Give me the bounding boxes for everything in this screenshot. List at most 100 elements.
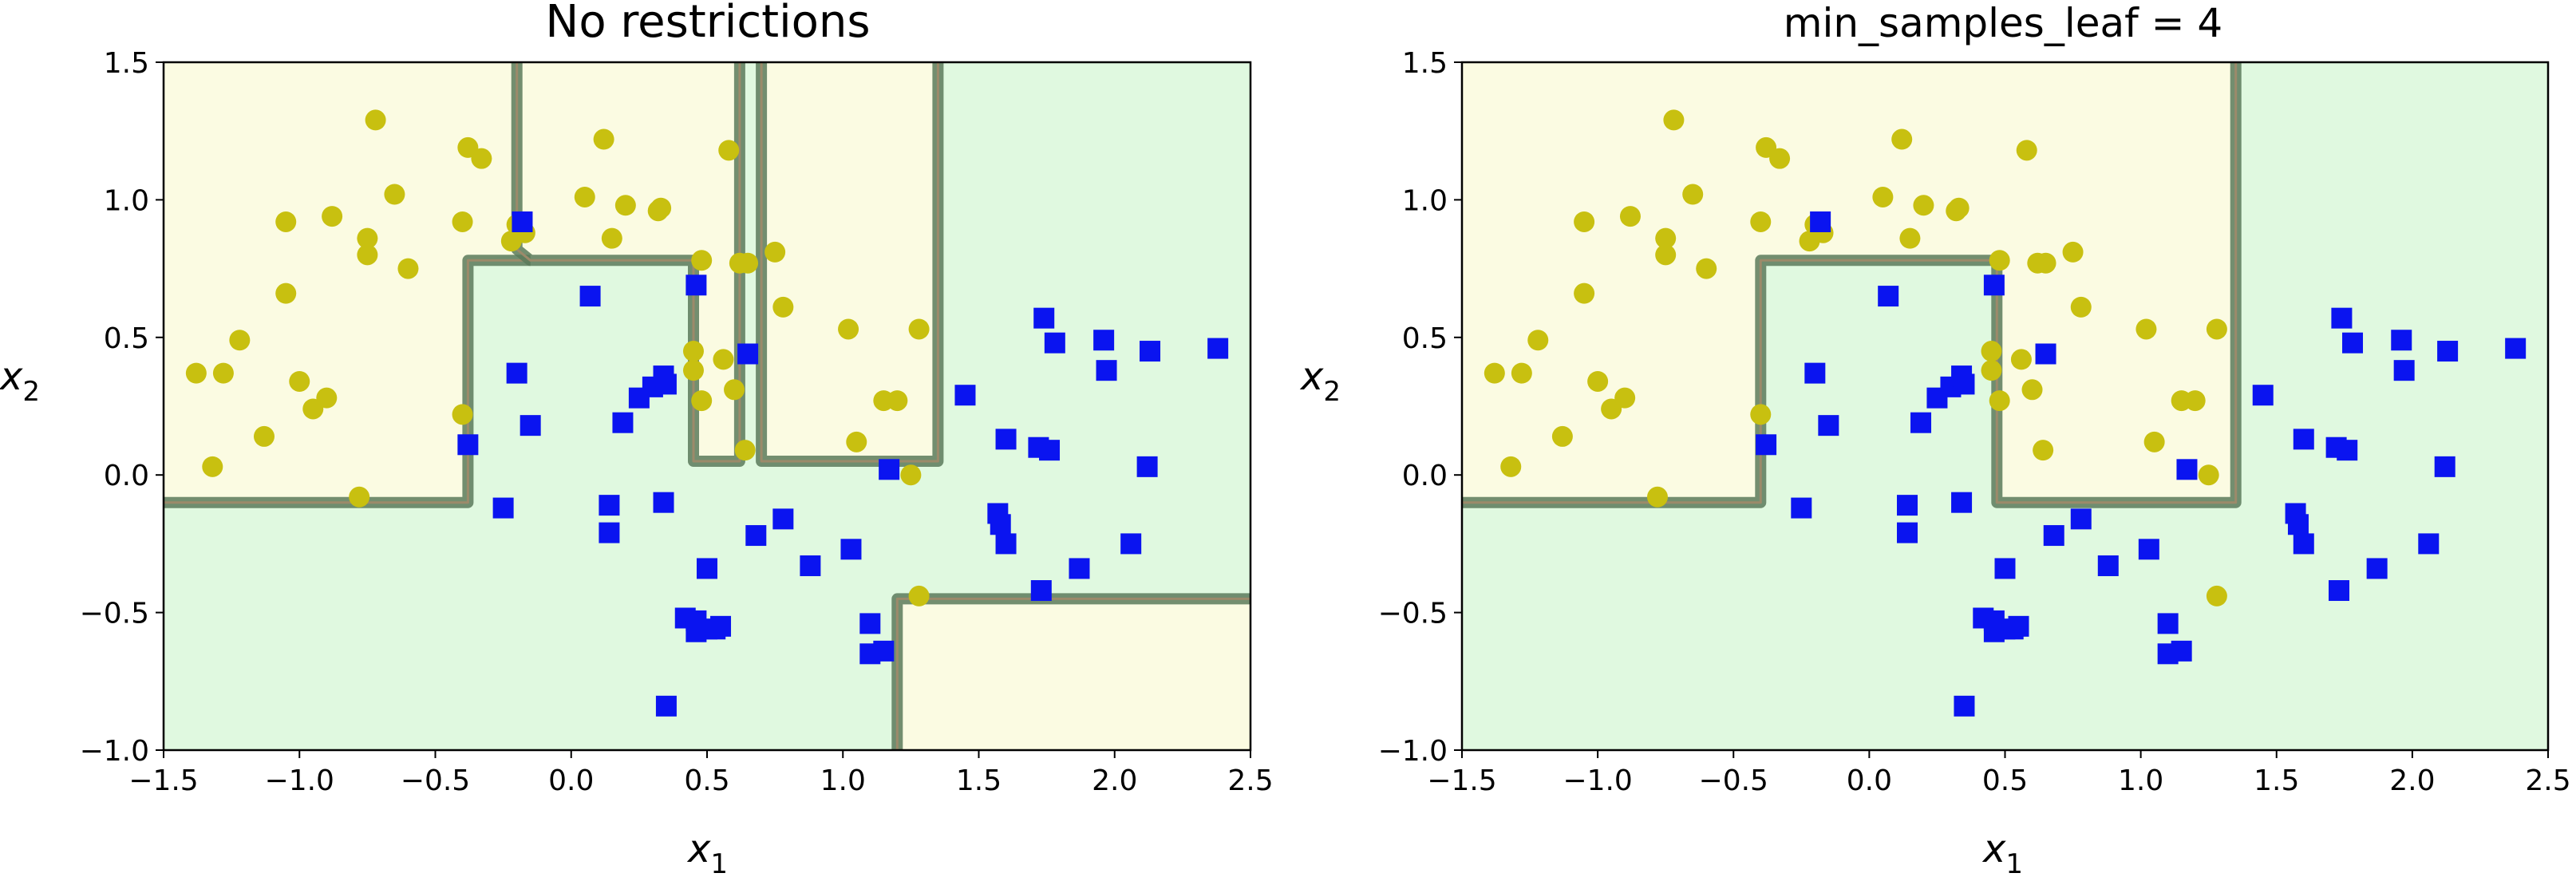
data-point-square: [772, 508, 794, 530]
x-tick-label: 2.5: [2525, 764, 2570, 797]
data-point-square: [1810, 211, 1831, 232]
data-point-square: [2437, 341, 2459, 362]
data-point-square: [2097, 555, 2119, 576]
data-point-square: [745, 525, 767, 547]
y-tick-label: 1.5: [1402, 47, 1448, 80]
decision-region: [516, 62, 740, 461]
data-point-square: [2287, 514, 2309, 535]
data-point-circle: [1484, 362, 1505, 384]
data-point-circle: [1655, 227, 1677, 249]
data-point-circle: [1899, 227, 1921, 249]
data-point-square: [995, 429, 1017, 450]
data-point-circle: [365, 109, 386, 131]
x-axis-label: x1: [686, 827, 728, 877]
y-tick-label: −0.5: [1378, 598, 1448, 630]
data-point-circle: [1574, 282, 1595, 304]
data-point-circle: [1769, 148, 1791, 169]
data-point-circle: [682, 360, 704, 381]
data-point-square: [1030, 580, 1052, 602]
data-point-square: [655, 373, 677, 395]
data-point-circle: [1750, 211, 1772, 232]
data-point-square: [2418, 533, 2440, 555]
data-point-circle: [2016, 140, 2037, 161]
data-point-square: [599, 522, 620, 543]
data-point-circle: [275, 282, 297, 304]
data-point-square: [685, 275, 707, 296]
y-tick-label: 0.5: [104, 322, 149, 355]
y-tick-label: −1.0: [80, 735, 149, 768]
x-tick-label: 0.5: [684, 764, 729, 797]
data-point-square: [2070, 508, 2092, 530]
plot-content: [164, 62, 1250, 750]
data-point-circle: [1511, 362, 1532, 384]
y-tick-label: 0.5: [1402, 322, 1448, 355]
data-point-square: [2138, 539, 2159, 560]
x-tick-label: 2.5: [1227, 764, 1273, 797]
data-point-circle: [275, 211, 297, 232]
data-point-square: [1878, 286, 1899, 307]
data-point-circle: [1619, 206, 1641, 227]
data-point-square: [653, 492, 674, 513]
data-point-square: [1804, 362, 1826, 384]
data-point-circle: [316, 387, 338, 409]
data-point-square: [859, 613, 881, 634]
plot-area: −1.5 −1.0 −0.5 0.0 0.5 1.0 1.5 2.0 2.51.51.00.50…: [1378, 47, 2571, 797]
data-point-square: [2391, 330, 2412, 351]
data-point-circle: [1989, 250, 2010, 271]
data-point-circle: [691, 390, 713, 412]
data-point-circle: [397, 258, 419, 279]
data-point-square: [2043, 525, 2064, 547]
data-point-square: [1069, 558, 1090, 579]
x-tick-label: −1.0: [1563, 764, 1632, 797]
data-point-square: [1951, 492, 1973, 513]
data-point-square: [954, 385, 976, 406]
data-point-square: [1983, 275, 2005, 296]
data-point-circle: [2143, 431, 2165, 452]
y-axis-label: x2: [1299, 354, 1341, 408]
data-point-circle: [384, 184, 405, 205]
data-point-circle: [650, 197, 672, 219]
data-point-square: [1136, 456, 1158, 477]
data-point-circle: [1750, 404, 1772, 425]
x-tick-label: 2.0: [1092, 764, 1137, 797]
data-point-circle: [1913, 195, 1934, 216]
x-tick-label: −1.0: [265, 764, 334, 797]
data-point-circle: [357, 244, 378, 266]
data-point-square: [800, 555, 821, 576]
data-point-circle: [734, 440, 756, 461]
data-point-square: [2434, 456, 2455, 477]
data-point-square: [2331, 307, 2353, 329]
data-point-circle: [1614, 387, 1636, 409]
data-point-circle: [253, 425, 275, 447]
data-point-square: [873, 640, 895, 662]
data-point-circle: [1696, 258, 1717, 279]
y-tick-label: 1.5: [104, 47, 149, 80]
data-point-circle: [452, 211, 473, 232]
data-point-square: [2505, 338, 2527, 359]
data-point-circle: [357, 227, 378, 249]
data-point-circle: [765, 241, 786, 263]
data-point-square: [520, 415, 541, 437]
data-point-circle: [289, 370, 310, 392]
decision-region: [164, 62, 517, 503]
chart-title: min_samples_leaf = 4: [1784, 0, 2223, 46]
data-point-circle: [838, 318, 859, 340]
data-point-square: [1954, 695, 1975, 717]
x-tick-label: −1.5: [128, 764, 198, 797]
y-tick-label: −0.5: [80, 598, 149, 630]
data-point-square: [737, 343, 759, 365]
data-point-square: [2366, 558, 2388, 579]
data-point-square: [655, 695, 677, 717]
data-point-square: [840, 539, 862, 560]
data-point-square: [1207, 338, 1229, 359]
x-tick-label: −0.5: [401, 764, 470, 797]
data-point-circle: [1981, 360, 2002, 381]
data-point-circle: [212, 362, 234, 384]
x-tick-label: 1.5: [2254, 764, 2299, 797]
x-tick-label: 1.0: [820, 764, 866, 797]
data-point-square: [1093, 330, 1115, 351]
data-point-circle: [1891, 128, 1913, 150]
right-plot-panel: min_samples_leaf = 4 −1.5 −1.0 −0.5 0.0 0.5 1…: [1299, 0, 2571, 877]
data-point-circle: [574, 186, 595, 207]
